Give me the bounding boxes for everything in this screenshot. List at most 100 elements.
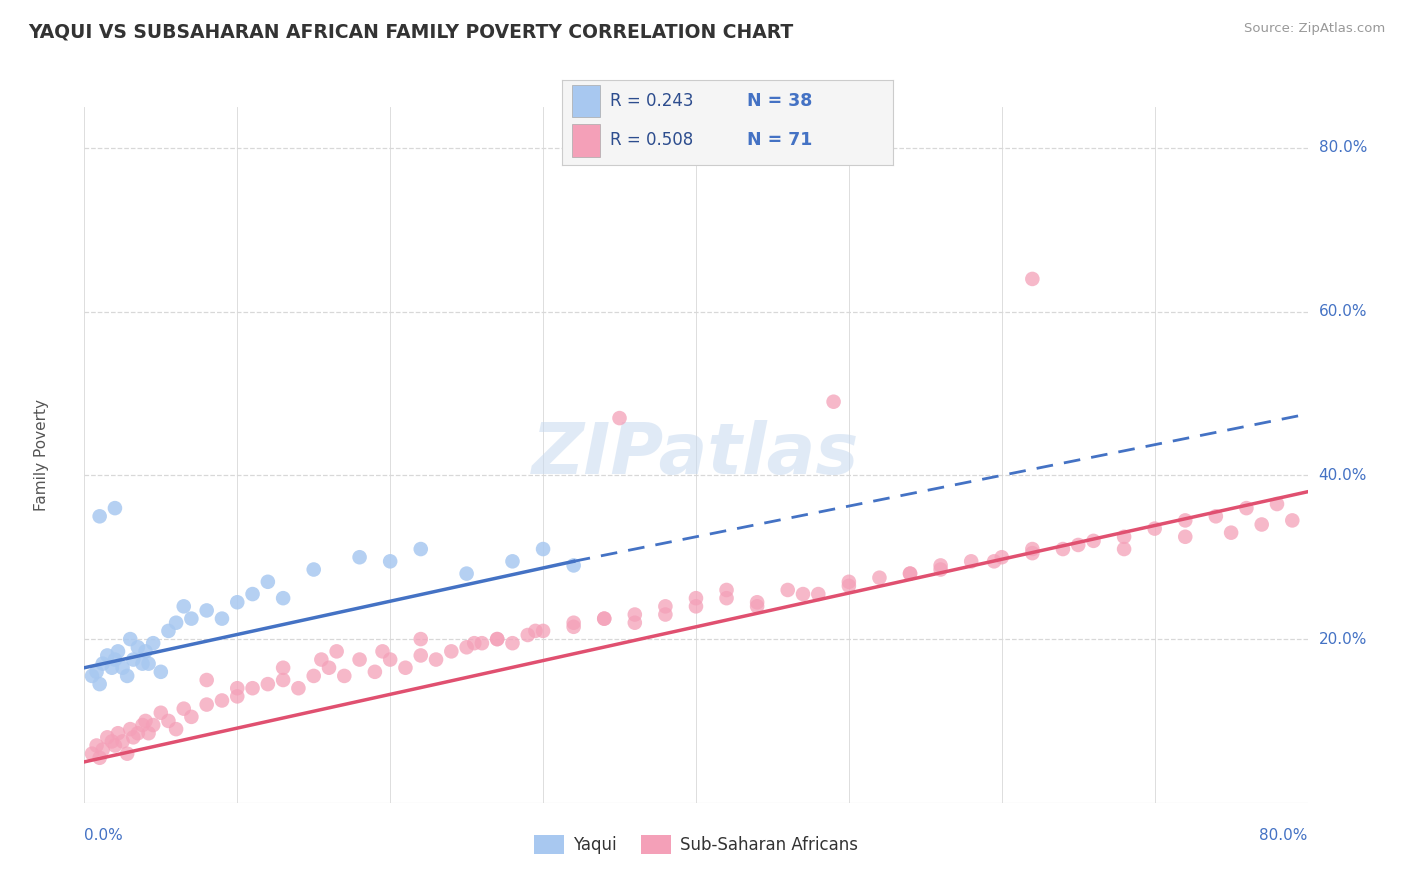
Point: [349, 550, 371, 565]
Text: 80.0%: 80.0%: [1319, 140, 1367, 155]
Point: [1052, 542, 1074, 557]
Point: [135, 714, 157, 728]
Point: [242, 587, 264, 601]
Point: [135, 644, 157, 658]
Point: [371, 644, 394, 658]
Point: [91, 657, 114, 671]
Point: [409, 648, 432, 663]
Point: [302, 562, 325, 576]
Point: [991, 550, 1014, 565]
Text: N = 71: N = 71: [748, 131, 813, 150]
Point: [101, 734, 124, 748]
Text: Family Poverty: Family Poverty: [34, 399, 49, 511]
Text: N = 38: N = 38: [748, 92, 813, 110]
Point: [226, 681, 249, 696]
Point: [211, 612, 233, 626]
Point: [257, 574, 280, 589]
Point: [138, 657, 160, 671]
Point: [86, 665, 108, 679]
Point: [463, 636, 485, 650]
Point: [929, 562, 952, 576]
Point: [983, 554, 1005, 568]
Point: [624, 607, 647, 622]
Point: [792, 587, 814, 601]
Point: [502, 636, 524, 650]
Point: [157, 624, 180, 638]
Point: [838, 574, 860, 589]
Point: [531, 624, 554, 638]
Point: [471, 636, 494, 650]
Point: [1114, 530, 1136, 544]
Point: [516, 628, 538, 642]
Point: [1021, 546, 1043, 560]
Point: [380, 554, 402, 568]
Point: [131, 718, 153, 732]
Point: [111, 661, 134, 675]
Point: [101, 661, 124, 675]
Point: [1234, 501, 1257, 516]
Point: [685, 591, 707, 606]
Point: [115, 747, 138, 761]
Point: [107, 644, 129, 658]
Point: [115, 669, 138, 683]
Point: [149, 665, 172, 679]
Point: [838, 579, 860, 593]
Point: [1021, 542, 1043, 557]
Point: [165, 722, 187, 736]
Point: [96, 648, 118, 663]
Point: [165, 615, 187, 630]
Point: [716, 591, 738, 606]
Point: [456, 640, 478, 655]
Text: 40.0%: 40.0%: [1319, 468, 1367, 483]
Point: [1021, 272, 1043, 286]
Text: 60.0%: 60.0%: [1319, 304, 1367, 319]
Point: [138, 726, 160, 740]
Point: [1250, 517, 1272, 532]
Point: [104, 739, 127, 753]
Point: [142, 636, 165, 650]
Point: [1205, 509, 1227, 524]
Point: [104, 652, 127, 666]
FancyBboxPatch shape: [572, 85, 600, 117]
Point: [226, 690, 249, 704]
Point: [1067, 538, 1090, 552]
Point: [142, 718, 165, 732]
Text: R = 0.508: R = 0.508: [610, 131, 693, 150]
Point: [127, 640, 149, 655]
Point: [593, 612, 616, 626]
Point: [364, 665, 387, 679]
Point: [409, 542, 432, 557]
Point: [157, 714, 180, 728]
Point: [89, 677, 111, 691]
Point: [107, 726, 129, 740]
Point: [716, 582, 738, 597]
Point: [180, 710, 202, 724]
Text: Source: ZipAtlas.com: Source: ZipAtlas.com: [1244, 22, 1385, 36]
Point: [302, 669, 325, 683]
Point: [257, 677, 280, 691]
Point: [180, 612, 202, 626]
Point: [80, 669, 103, 683]
Point: [929, 558, 952, 573]
Point: [960, 554, 983, 568]
Point: [425, 652, 447, 666]
Point: [898, 566, 921, 581]
Point: [609, 411, 631, 425]
Point: [311, 652, 333, 666]
Point: [531, 542, 554, 557]
Point: [394, 661, 416, 675]
Point: [524, 624, 547, 638]
Point: [409, 632, 432, 646]
Point: [173, 701, 195, 715]
Point: [271, 661, 294, 675]
Point: [120, 722, 142, 736]
Point: [1281, 513, 1303, 527]
Point: [271, 673, 294, 687]
Point: [325, 644, 347, 658]
FancyBboxPatch shape: [572, 124, 600, 157]
Point: [318, 661, 340, 675]
Point: [486, 632, 509, 646]
Point: [456, 566, 478, 581]
Point: [562, 558, 585, 573]
Point: [195, 673, 218, 687]
